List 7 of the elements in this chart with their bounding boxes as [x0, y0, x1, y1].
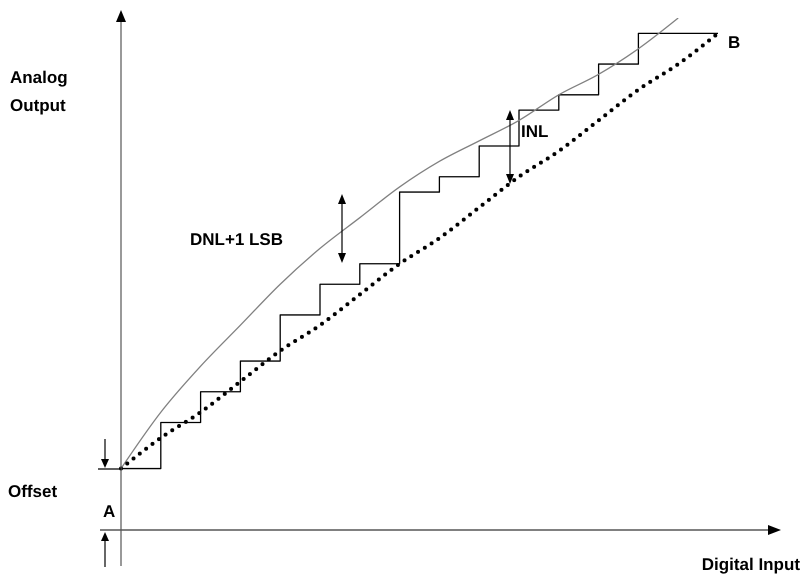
text: Offset [8, 482, 58, 502]
x-axis-title: Digital Input [702, 555, 800, 575]
annotation: INL [521, 122, 548, 142]
y-axis-title: Analog Output [10, 67, 69, 117]
annotation: DNL+1 LSB [190, 230, 284, 250]
annotation: A [103, 502, 116, 522]
annotation: B [728, 33, 740, 53]
